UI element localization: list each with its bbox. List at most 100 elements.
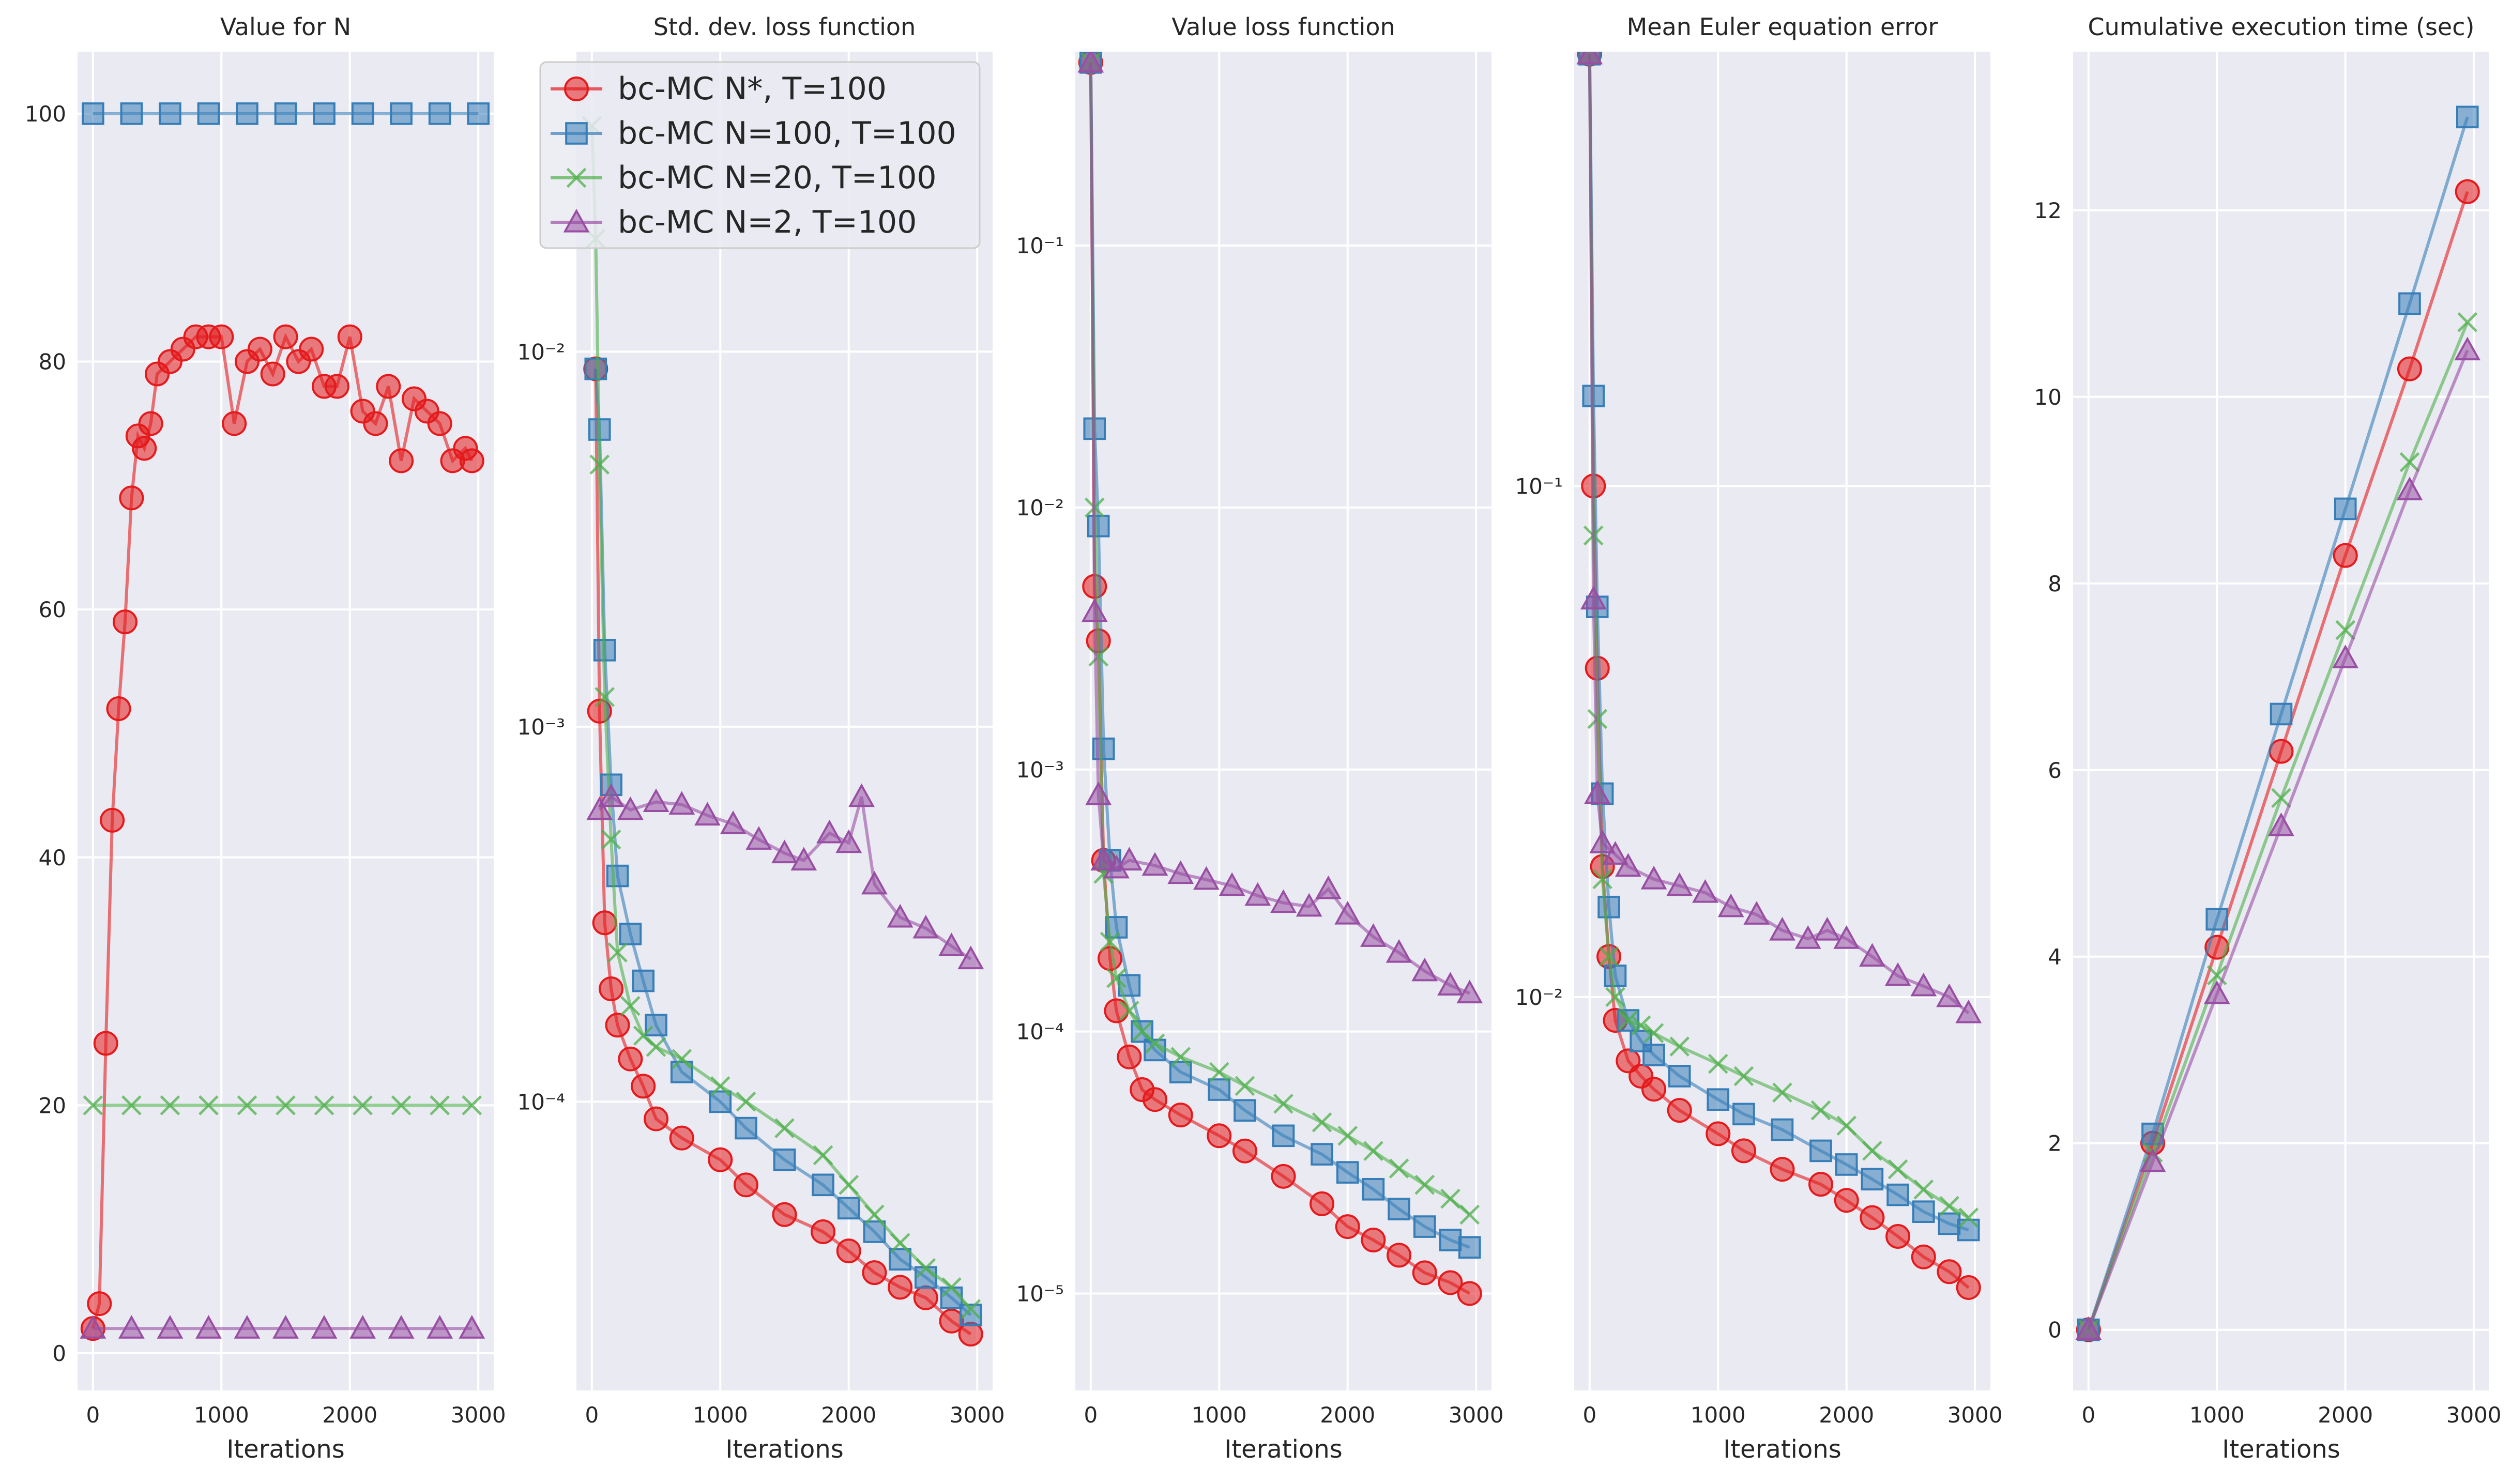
x-tick-label: 3000 [2446, 1402, 2502, 1428]
data-point [1412, 1260, 1437, 1286]
data-point [197, 102, 220, 125]
legend-marker [563, 208, 590, 233]
data-point [2399, 452, 2420, 472]
data-point [1336, 1161, 1359, 1184]
y-tick-label: 60 [39, 597, 66, 622]
data-point [467, 102, 490, 125]
data-point [961, 1299, 981, 1319]
data-point [1456, 980, 1483, 1004]
data-point [643, 788, 669, 813]
data-point [1769, 916, 1795, 941]
data-point [1360, 923, 1387, 947]
data-point [1731, 1138, 1756, 1164]
data-point [774, 1118, 795, 1138]
data-point [813, 1145, 833, 1166]
data-point [1885, 1223, 1911, 1249]
data-point [957, 945, 984, 970]
data-point [1271, 1164, 1296, 1189]
data-point [1193, 866, 1220, 890]
legend: bc-MC N*, T=100 bc-MC N=100, T=100 bc-MC N… [539, 61, 981, 249]
y-tick-label: 10⁻⁴ [517, 1089, 565, 1114]
data-point [1910, 972, 1937, 997]
data-point [160, 1095, 180, 1115]
data-point [1666, 872, 1693, 896]
data-point [199, 1095, 219, 1115]
data-point [1362, 1177, 1385, 1201]
data-point [1732, 1103, 1755, 1126]
data-point [912, 914, 939, 939]
data-point [119, 485, 144, 511]
data-point [915, 1266, 937, 1289]
data-point [1208, 1078, 1231, 1101]
y-tick-label: 10⁻² [1016, 495, 1064, 521]
data-point [1087, 514, 1110, 538]
data-point [1145, 1033, 1165, 1054]
data-point [1170, 1047, 1191, 1067]
data-point [337, 324, 362, 349]
data-point [1457, 1281, 1482, 1306]
data-point [1580, 586, 1607, 610]
data-point [916, 1258, 936, 1278]
data-point [1809, 1139, 1832, 1162]
data-point [617, 796, 644, 820]
data-point [835, 829, 862, 853]
data-point [1604, 965, 1627, 987]
x-tick-label: 1000 [194, 1402, 249, 1428]
data-point [1388, 1198, 1410, 1220]
data-point [720, 810, 747, 834]
data-point [1936, 983, 1962, 1007]
data-point [2398, 292, 2421, 315]
data-point [1669, 1036, 1690, 1057]
data-point [745, 826, 772, 850]
x-axis-label: Iterations [725, 1435, 844, 1464]
data-point [1911, 1244, 1936, 1269]
data-point [816, 819, 843, 844]
series-group [582, 116, 984, 1347]
data-point [82, 102, 104, 125]
data-point [1957, 1218, 1980, 1242]
legend-label: bc-MC N=2, T=100 [618, 204, 917, 240]
data-point [237, 1095, 257, 1115]
data-point [1808, 1172, 1834, 1197]
data-point [607, 942, 628, 963]
data-point [349, 1314, 376, 1339]
data-point [599, 976, 624, 1001]
y-tick-label: 4 [2048, 944, 2062, 970]
data-point [459, 448, 484, 473]
data-point [672, 1049, 692, 1069]
data-point [2271, 788, 2291, 808]
y-tick-label: 0 [2048, 1318, 2062, 1343]
chart-panel-4: 0 1000 2000 3000 10⁻² 10⁻¹ Mean Euler equation… [1515, 13, 2003, 1464]
data-point [1116, 847, 1143, 871]
series-group [1576, 52, 1982, 1300]
panel-title: Value loss function [1171, 13, 1395, 41]
data-point [1081, 598, 1108, 622]
data-point [1640, 865, 1667, 890]
data-point [1414, 1174, 1435, 1195]
data-point [1232, 1138, 1257, 1164]
data-point [2455, 179, 2480, 204]
data-point [1235, 1076, 1255, 1096]
data-point [1836, 1115, 1857, 1136]
legend-label: bc-MC N*, T=100 [618, 71, 887, 107]
data-point [462, 1095, 482, 1115]
data-point [1862, 1141, 1882, 1161]
data-point [1363, 1141, 1383, 1161]
data-point [888, 1275, 913, 1300]
data-point [100, 807, 125, 833]
x-tick-label: 0 [1582, 1402, 1596, 1428]
data-point [733, 1172, 758, 1198]
data-point [2075, 1316, 2102, 1340]
data-point [1411, 957, 1438, 982]
data-point [848, 783, 875, 807]
x-tick-label: 3000 [1449, 1402, 1504, 1428]
x-tick-label: 3000 [950, 1402, 1005, 1428]
data-point [586, 796, 613, 820]
data-point [274, 102, 297, 125]
data-point [1884, 962, 1911, 986]
data-point [589, 454, 610, 475]
data-point [1439, 1229, 1462, 1251]
y-tick-label: 10⁻² [1515, 985, 1563, 1010]
y-tick-label: 10⁻³ [517, 714, 565, 740]
data-point [314, 1095, 334, 1115]
